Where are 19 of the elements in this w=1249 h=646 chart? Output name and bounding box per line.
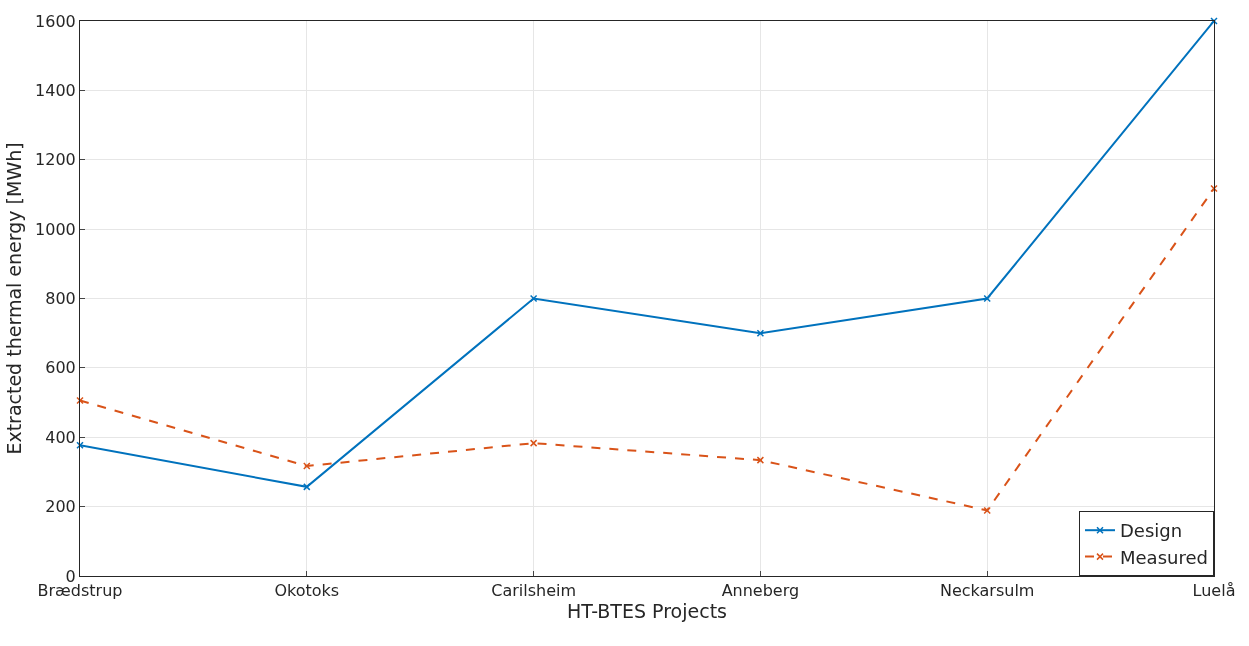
y-tick-label: 1200 [35, 150, 76, 170]
point [303, 483, 311, 491]
y-tick-label: 200 [45, 497, 76, 517]
legend-label: Design [1120, 520, 1183, 542]
x-tick-label: Luelå [1192, 581, 1236, 601]
point [1210, 17, 1218, 25]
y-axis-title: Extracted thermal energy [MWh] [2, 142, 25, 455]
y-tick-label: 1600 [35, 11, 76, 31]
y-tick-label: 1000 [35, 219, 76, 239]
y-tick-label: 800 [45, 289, 76, 309]
y-tick-label: 400 [45, 427, 76, 447]
x-tick-label: Okotoks [274, 581, 340, 601]
x-axis-title: HT-BTES Projects [567, 600, 727, 623]
y-tick-label: 1400 [35, 80, 76, 100]
legend-label: Measured [1120, 546, 1208, 568]
x-tick-label: Neckarsulm [939, 581, 1035, 601]
y-tick-label: 600 [45, 358, 76, 378]
x-tick-label: Anneberg [721, 581, 800, 601]
x-tick-label: Carilsheim [491, 581, 576, 601]
